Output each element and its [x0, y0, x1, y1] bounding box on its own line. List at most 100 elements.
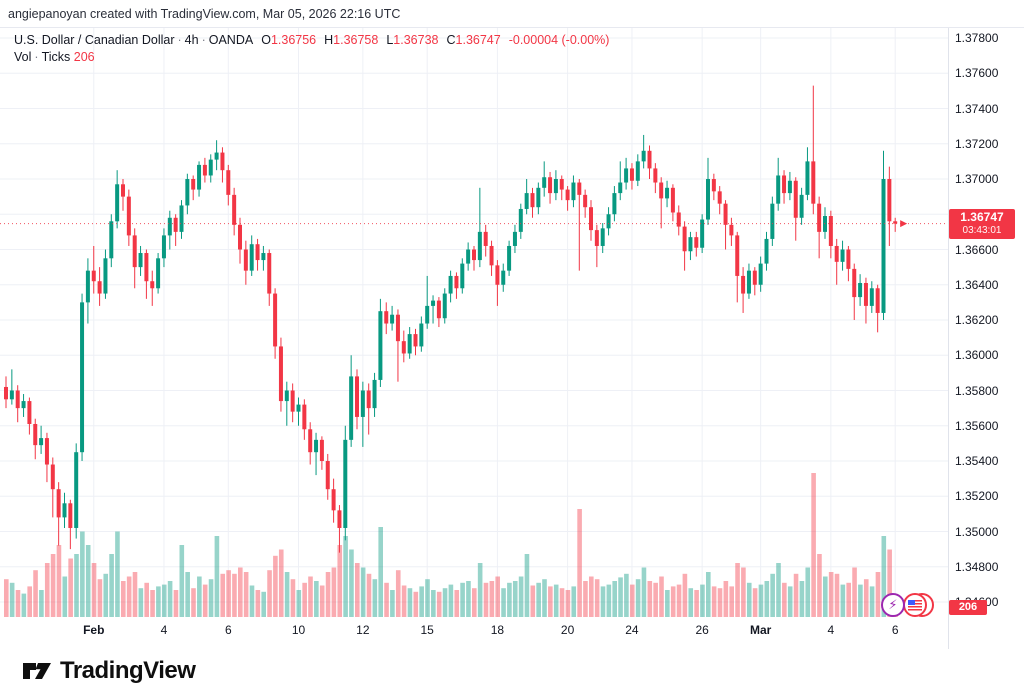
candle-body [840, 249, 845, 262]
time-axis-label: 10 [291, 623, 306, 637]
candle-body [407, 334, 412, 354]
volume-bar [612, 581, 617, 617]
candle-body [454, 275, 459, 289]
candle-body [121, 184, 125, 197]
candle-body [571, 182, 576, 201]
time-axis-label: 4 [160, 623, 168, 637]
candle-body [126, 196, 131, 236]
volume-bar [39, 590, 44, 617]
candle-body [512, 231, 517, 246]
candle-body [202, 164, 207, 176]
volume-bar [284, 572, 290, 617]
volume-bar [197, 576, 202, 617]
candle-body [583, 194, 588, 208]
volume-bar [571, 586, 577, 617]
candle-body [863, 282, 868, 306]
candle-body [706, 179, 710, 220]
candle-body [711, 179, 716, 192]
price-axis[interactable]: 1.36747 03:43:01 206 1.37800 1.37600 1.374… [948, 28, 1024, 649]
candle-body [635, 161, 640, 181]
candle-body [360, 390, 365, 417]
lightning-event-icon[interactable]: ⚡ [881, 593, 905, 617]
volume-bar [787, 586, 793, 617]
volume-bar [706, 572, 711, 617]
volume-bar [191, 588, 196, 617]
candle-body [881, 179, 886, 313]
candle-body [700, 219, 705, 248]
candle-body [226, 170, 231, 195]
volume-bar [782, 582, 787, 617]
price-axis-label: 1.36400 [955, 277, 999, 292]
candle-body [273, 293, 278, 347]
candle-body [50, 464, 55, 490]
time-axis[interactable]: Feb 4 6 10 12 15 18 20 24 26 Mar 4 6 [0, 618, 948, 648]
candle-body [39, 438, 44, 446]
volume-bar [530, 585, 536, 617]
candle-body [787, 180, 792, 194]
candle-body [893, 221, 898, 224]
candle-body [483, 231, 488, 246]
volume-bar [512, 581, 518, 617]
candle-body [173, 217, 178, 232]
volume-bar [91, 563, 97, 617]
chart-pane[interactable] [0, 28, 948, 649]
volume-bar [384, 582, 389, 617]
volume-bar [296, 590, 302, 617]
candle-body [501, 270, 506, 285]
volume-bar [840, 584, 846, 617]
candle-body [115, 184, 120, 222]
volume-bar [577, 509, 582, 617]
tradingview-logo[interactable]: TradingView [22, 657, 196, 685]
us-flag-event-icon[interactable] [903, 593, 927, 617]
volume-bar [817, 554, 822, 617]
candle-body [618, 182, 623, 194]
volume-bar [173, 590, 179, 617]
volume-bar [314, 581, 319, 617]
candle-body [197, 164, 202, 190]
chart-widget: U.S. Dollar / Canadian Dollar · 4h · OANDA O1… [0, 27, 1024, 650]
volume-bar [729, 586, 734, 617]
volume-bar [161, 584, 167, 617]
candle-body [378, 311, 383, 380]
candle-body [366, 390, 371, 409]
price-axis-label: 1.35200 [955, 489, 999, 504]
candle-body [150, 281, 155, 289]
volume-bar [536, 582, 541, 617]
volume-bar [653, 582, 658, 617]
candle-body [553, 179, 558, 194]
last-price-arrow-icon [900, 220, 908, 228]
candle-body [723, 203, 728, 225]
candle-body [15, 390, 20, 409]
time-axis-label: 26 [695, 623, 709, 637]
volume-bar [846, 582, 851, 617]
candle-body [694, 237, 699, 248]
volume-bar [62, 576, 68, 617]
candle-body [191, 179, 196, 190]
volume-bar [419, 586, 424, 617]
volume-bar [565, 590, 571, 617]
volume-bar [805, 567, 811, 617]
volume-bar [202, 584, 208, 617]
volume-bar [834, 573, 840, 617]
candle-body [594, 230, 599, 246]
time-axis-label: Mar [749, 623, 772, 637]
volume-bar [390, 590, 395, 617]
candle-body [530, 193, 535, 208]
candle-body [349, 376, 354, 440]
volume-bar [583, 581, 588, 617]
footer: TradingView [0, 649, 1024, 698]
ohlc-high: H1.36758 [324, 33, 379, 47]
volume-bar [799, 581, 805, 617]
volume-bar [9, 582, 15, 617]
volume-bar [208, 579, 214, 617]
volume-bar [378, 527, 383, 617]
volume-bar [659, 576, 664, 617]
candle-body [448, 275, 453, 294]
candle-body [319, 439, 324, 461]
candle-body [296, 404, 301, 412]
candle-body [641, 150, 646, 162]
legend-separator: · [34, 50, 39, 64]
volume-bar [355, 563, 360, 617]
candle-body [495, 265, 500, 285]
